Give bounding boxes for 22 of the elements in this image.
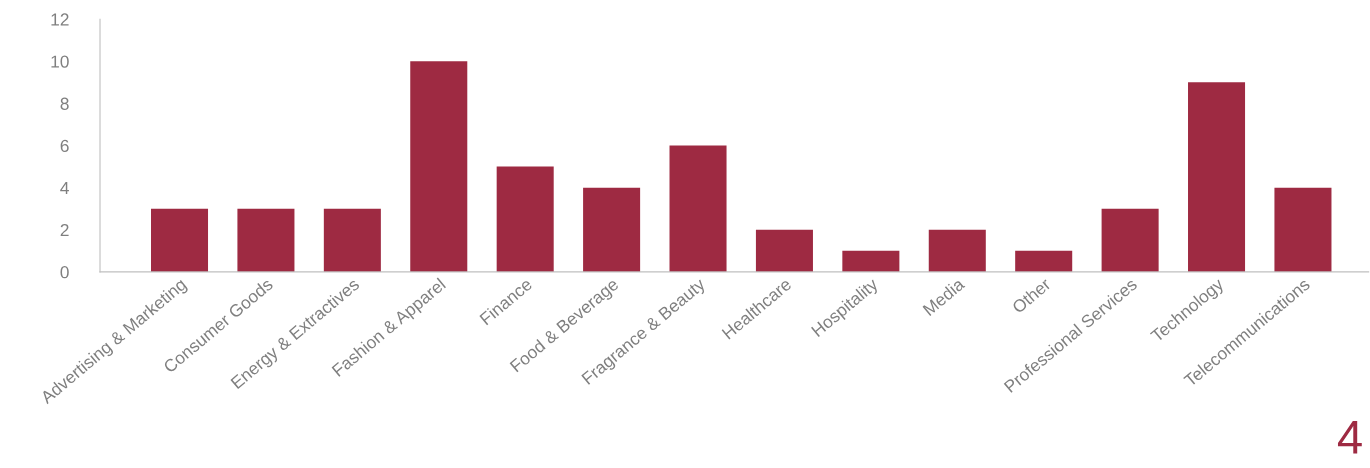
y-tick-label: 6 [60, 139, 69, 153]
bar [151, 208, 209, 272]
bar [323, 208, 381, 272]
y-tick-label: 0 [60, 266, 69, 279]
y-tick-label: 4 [60, 182, 69, 194]
y-tick-label: 12 [51, 13, 69, 26]
bar [1188, 82, 1246, 272]
bar [928, 229, 986, 272]
bar [669, 145, 727, 272]
bar [496, 166, 554, 272]
y-tick-label: 2 [60, 223, 69, 237]
bar [1015, 250, 1073, 272]
bar [1274, 187, 1332, 272]
bar [755, 229, 813, 272]
text: 4 [1337, 421, 1362, 454]
bar [842, 250, 900, 272]
bar [410, 61, 468, 272]
bar [1101, 208, 1159, 272]
y-tick-label: 10 [51, 55, 69, 68]
bar [583, 187, 641, 272]
bar [237, 208, 295, 272]
y-tick-label: 8 [60, 97, 69, 110]
